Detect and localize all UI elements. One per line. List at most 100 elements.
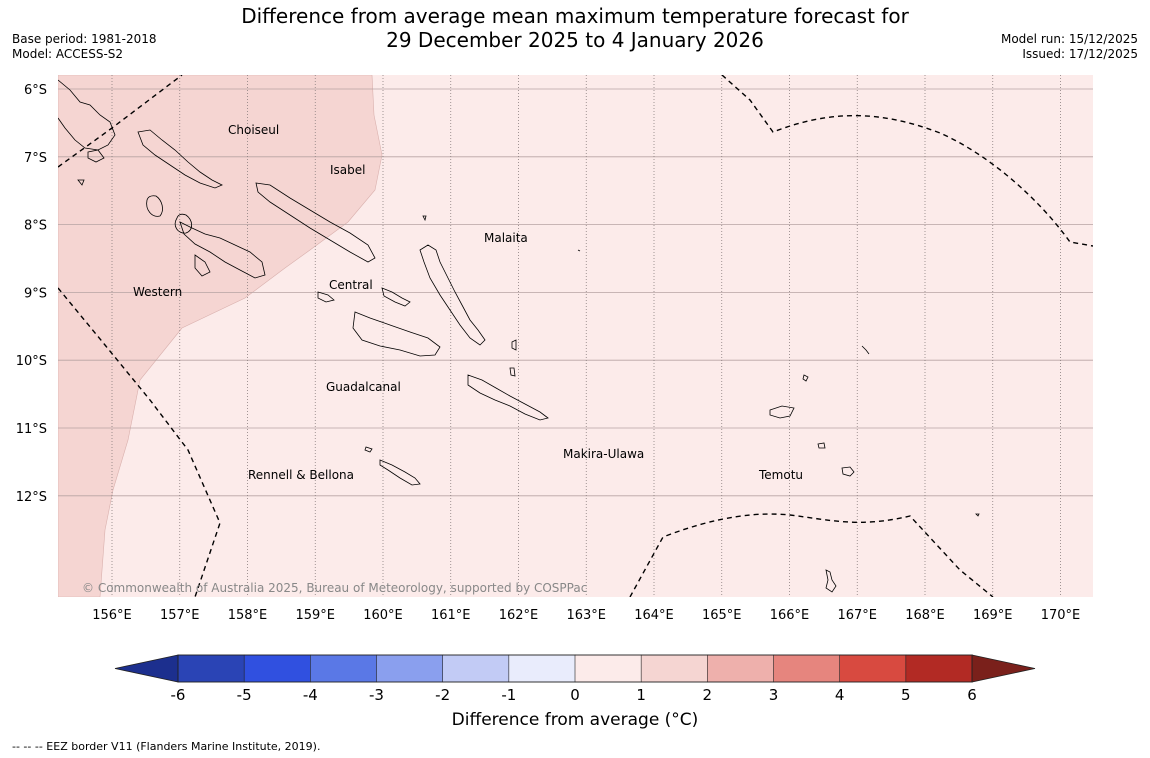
copyright-text: © Commonwealth of Australia 2025, Bureau…	[82, 581, 587, 595]
island-bougainville	[58, 79, 116, 151]
colorbar-tick-label: 5	[901, 686, 911, 704]
island-ontong-java	[422, 215, 427, 222]
lon-tick-label: 169°E	[973, 608, 1013, 623]
lat-tick-label: 12°S	[16, 490, 47, 505]
colorbar-tick-label: -1	[501, 686, 516, 704]
colorbar-cell	[243, 654, 312, 683]
colorbar-tick-label: -6	[171, 686, 186, 704]
island-rennell	[379, 459, 421, 486]
island-ulawa	[511, 339, 517, 351]
colorbar-tick-labels: -6 -5 -4 -3 -2 -1 0 1 2 3 4 5 6	[171, 686, 977, 704]
colorbar-tick-label: 3	[769, 686, 779, 704]
colorbar-cell	[574, 654, 642, 683]
longitude-axis: 156°E 157°E 158°E 159°E 160°E 161°E 162°E 163°E…	[92, 608, 1080, 623]
island-ndende	[769, 405, 795, 419]
label-choiseul: Choiseul	[228, 123, 279, 137]
island-shortland	[87, 149, 105, 163]
island-anuta	[825, 569, 837, 593]
colorbar-label: Difference from average (°C)	[451, 710, 699, 730]
lon-tick-label: 162°E	[499, 608, 539, 623]
lon-tick-label: 166°E	[770, 608, 810, 623]
colorbar-cell	[310, 654, 378, 683]
label-malaita: Malaita	[484, 231, 528, 245]
island-vanikoro	[841, 466, 855, 477]
lon-tick-label: 168°E	[905, 608, 945, 623]
colorbar-cell	[442, 654, 510, 683]
eez-legend-footnote: -- -- -- EEZ border V11 (Flanders Marine…	[12, 740, 321, 753]
island-duff	[861, 345, 870, 355]
lon-tick-label: 170°E	[1041, 608, 1081, 623]
lat-tick-label: 11°S	[16, 422, 47, 437]
islands	[58, 79, 980, 593]
colorbar-extend-low	[114, 654, 179, 683]
colorbar-tick-label: -5	[237, 686, 252, 704]
map-panel: Choiseul Isabel Malaita Western Central …	[58, 75, 1093, 597]
longitude-gridlines	[111, 75, 1061, 597]
model-run-text: Model run: 15/12/2025	[1000, 32, 1138, 46]
label-makira-ulawa: Makira-Ulawa	[563, 447, 644, 461]
colorbar-cell	[707, 654, 775, 683]
colorbar-cell	[508, 654, 576, 683]
island-utupua	[817, 442, 826, 449]
island-isabel	[255, 182, 376, 263]
colorbar-tick-label: -3	[369, 686, 384, 704]
colorbar-cell	[773, 654, 841, 683]
lat-tick-label: 6°S	[24, 83, 47, 98]
colorbar-cells	[177, 654, 973, 683]
colorbar-cell	[905, 654, 973, 683]
colorbar-tick-label: -4	[303, 686, 318, 704]
island-santa-ana	[509, 367, 516, 377]
label-temotu: Temotu	[758, 468, 803, 482]
lon-tick-label: 165°E	[702, 608, 742, 623]
lat-tick-label: 8°S	[24, 219, 47, 234]
island-makira	[467, 374, 549, 421]
label-western: Western	[133, 285, 182, 299]
island-sikaiana	[577, 249, 581, 252]
island-kolombangara	[174, 213, 193, 234]
map-title-line1: Difference from average mean maximum tem…	[241, 4, 909, 28]
colorbar-tick-label: 1	[636, 686, 646, 704]
eez-border-sw	[58, 287, 221, 597]
island-russell	[317, 291, 335, 303]
lon-tick-label: 160°E	[363, 608, 403, 623]
island-treasury	[77, 179, 85, 186]
colorbar-tick-label: 6	[967, 686, 977, 704]
colorbar-extend-high	[971, 654, 1036, 683]
label-isabel: Isabel	[330, 163, 365, 177]
island-reef-islands	[802, 374, 809, 382]
island-choiseul	[137, 129, 223, 189]
island-malaita	[419, 244, 486, 346]
lon-tick-label: 163°E	[566, 608, 606, 623]
map-title-line2: 29 December 2025 to 4 January 2026	[386, 28, 764, 52]
eez-border-ne	[721, 75, 1093, 247]
lat-tick-label: 10°S	[16, 354, 47, 369]
island-tikopia	[975, 513, 980, 517]
lon-tick-label: 157°E	[160, 608, 200, 623]
lon-tick-label: 161°E	[431, 608, 471, 623]
island-new-georgia	[179, 221, 266, 279]
island-vella-lavella	[146, 195, 163, 217]
colorbar-outline	[177, 654, 973, 683]
colorbar-tick-label: 2	[703, 686, 713, 704]
lon-tick-label: 156°E	[92, 608, 132, 623]
colorbar-cell	[376, 654, 444, 683]
lon-tick-label: 164°E	[634, 608, 674, 623]
colorbar-cell	[640, 654, 709, 683]
lat-tick-label: 7°S	[24, 151, 47, 166]
lon-tick-label: 167°E	[837, 608, 877, 623]
latitude-gridlines	[58, 88, 1093, 497]
base-period-text: Base period: 1981-2018	[12, 32, 157, 46]
island-guadalcanal	[352, 311, 441, 357]
lon-tick-label: 159°E	[295, 608, 335, 623]
issued-text: Issued: 17/12/2025	[1022, 47, 1138, 61]
province-labels: Choiseul Isabel Malaita Western Central …	[133, 123, 803, 482]
island-rendova	[194, 254, 211, 277]
colorbar: -6 -5 -4 -3 -2 -1 0 1 2 3 4 5 6	[114, 654, 1036, 704]
anomaly-1-2-fill	[58, 75, 383, 597]
colorbar-tick-label: 4	[835, 686, 845, 704]
lat-tick-label: 9°S	[24, 286, 47, 301]
latitude-axis: 6°S 7°S 8°S 9°S 10°S 11°S 12°S	[16, 83, 47, 505]
colorbar-cell	[839, 654, 907, 683]
model-text: Model: ACCESS-S2	[12, 47, 124, 61]
